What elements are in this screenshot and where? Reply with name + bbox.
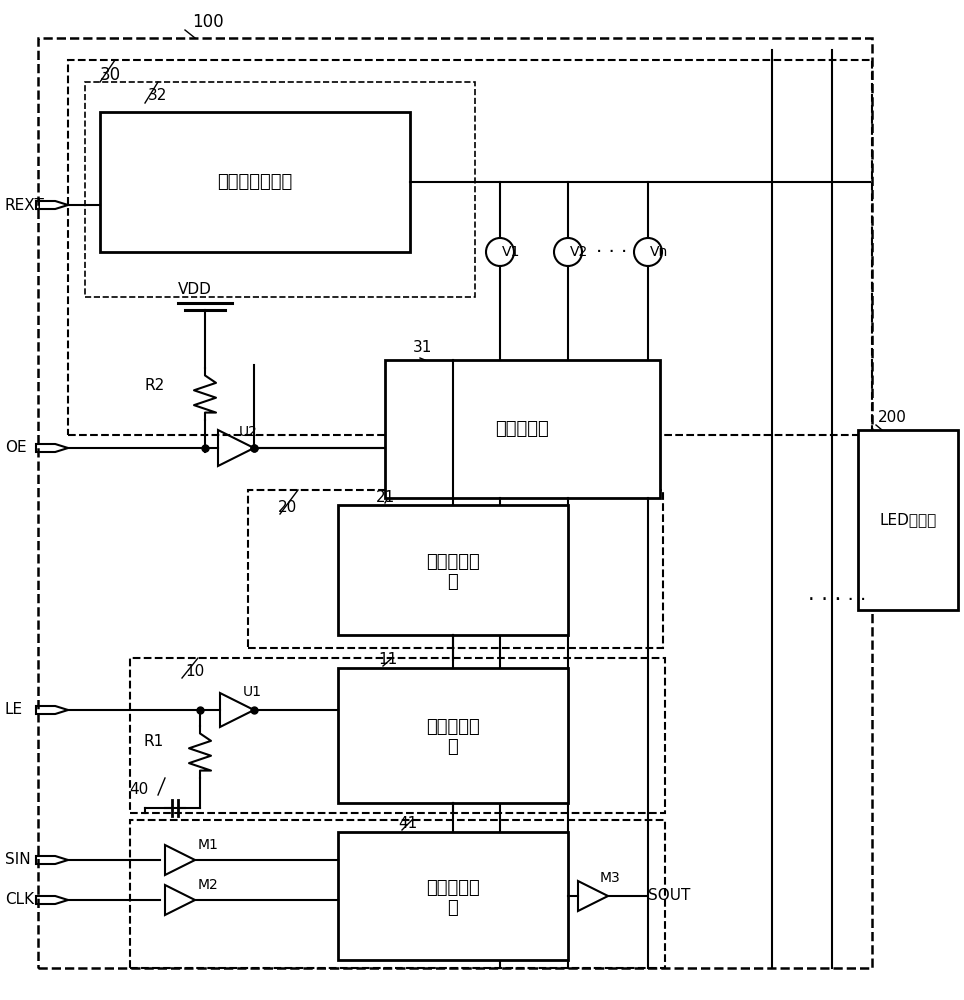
Text: · · ·: · · · bbox=[835, 590, 867, 609]
Bar bbox=[85, 82, 475, 297]
Text: 20: 20 bbox=[278, 500, 297, 516]
Text: · · ·: · · · bbox=[597, 242, 628, 261]
Text: 输出电流调节器: 输出电流调节器 bbox=[217, 173, 293, 191]
Text: 器: 器 bbox=[447, 738, 458, 756]
Text: 31: 31 bbox=[413, 340, 433, 356]
Text: 21: 21 bbox=[376, 489, 395, 504]
Text: SOUT: SOUT bbox=[648, 888, 690, 904]
Text: 100: 100 bbox=[192, 13, 224, 31]
Text: 输出驱动器: 输出驱动器 bbox=[495, 420, 549, 438]
Text: V1: V1 bbox=[502, 245, 521, 259]
Bar bbox=[338, 668, 568, 803]
Text: U1: U1 bbox=[243, 685, 261, 699]
Text: 41: 41 bbox=[398, 816, 417, 830]
Text: 10: 10 bbox=[185, 664, 204, 680]
Text: M1: M1 bbox=[198, 838, 219, 852]
Bar bbox=[130, 820, 665, 968]
Text: REXT: REXT bbox=[5, 198, 45, 213]
Text: SIN: SIN bbox=[5, 852, 31, 867]
Text: 11: 11 bbox=[378, 652, 397, 668]
Text: 器: 器 bbox=[447, 899, 458, 917]
Text: 40: 40 bbox=[129, 782, 148, 798]
Text: 200: 200 bbox=[878, 410, 907, 426]
Bar bbox=[130, 658, 665, 813]
Bar bbox=[38, 38, 872, 968]
Text: · · ·: · · · bbox=[809, 590, 842, 610]
Text: M3: M3 bbox=[600, 871, 621, 885]
Bar bbox=[338, 505, 568, 635]
Bar bbox=[100, 112, 410, 252]
Text: 32: 32 bbox=[148, 89, 168, 104]
Text: CLK: CLK bbox=[5, 892, 34, 908]
Text: 移位寄存器: 移位寄存器 bbox=[426, 553, 480, 571]
Bar bbox=[248, 490, 663, 648]
Text: V2: V2 bbox=[570, 245, 588, 259]
Text: R2: R2 bbox=[145, 377, 165, 392]
Bar bbox=[338, 832, 568, 960]
Text: OE: OE bbox=[5, 440, 27, 456]
Text: 输出锁存器: 输出锁存器 bbox=[426, 718, 480, 736]
Text: Vn: Vn bbox=[650, 245, 668, 259]
Bar bbox=[68, 60, 872, 435]
Text: U2: U2 bbox=[238, 425, 257, 439]
Text: 器: 器 bbox=[447, 573, 458, 591]
Bar bbox=[385, 360, 660, 498]
Text: 初级寄存器: 初级寄存器 bbox=[426, 879, 480, 897]
Text: LE: LE bbox=[5, 702, 23, 718]
Text: R1: R1 bbox=[144, 734, 164, 750]
Text: VDD: VDD bbox=[178, 282, 212, 298]
Text: LED显示屏: LED显示屏 bbox=[879, 512, 937, 528]
Bar bbox=[858, 430, 958, 610]
Text: 30: 30 bbox=[100, 66, 121, 84]
Text: M2: M2 bbox=[198, 878, 219, 892]
